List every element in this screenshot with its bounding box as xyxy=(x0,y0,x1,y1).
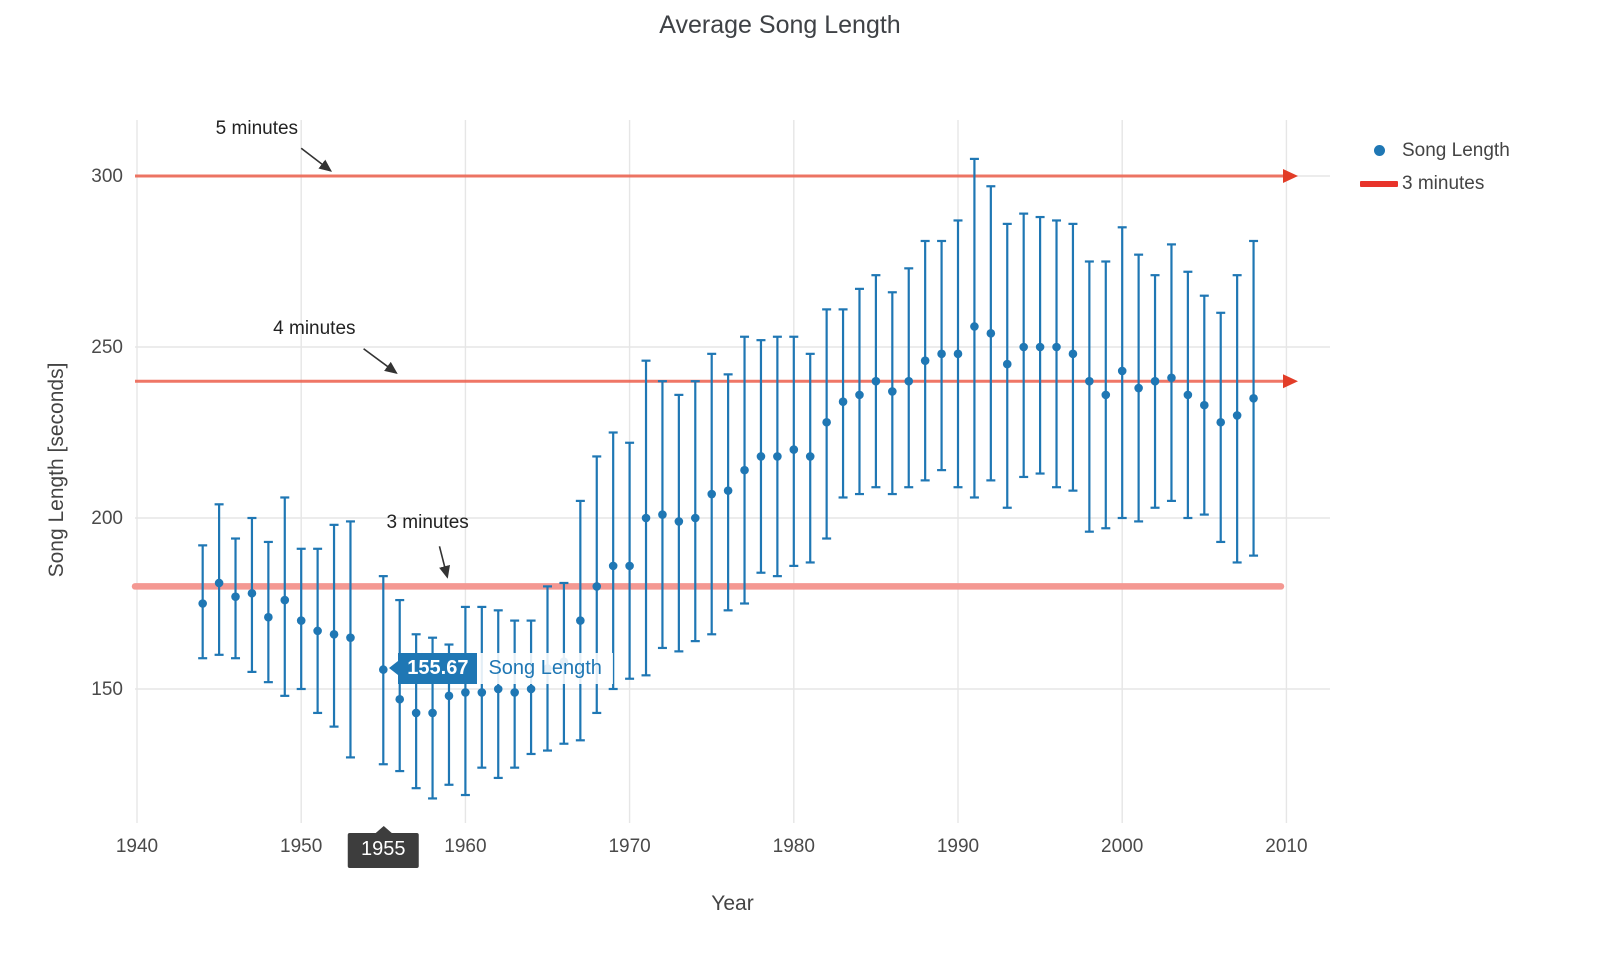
svg-text:5 minutes: 5 minutes xyxy=(216,118,298,139)
legend-icon-box xyxy=(1356,145,1402,156)
x-axis-title: Year xyxy=(711,892,754,915)
svg-text:1990: 1990 xyxy=(937,836,979,857)
svg-text:150: 150 xyxy=(91,679,123,700)
svg-text:1940: 1940 xyxy=(116,836,158,857)
hover-series-label: Song Length xyxy=(477,652,613,684)
legend-label-song-length: Song Length xyxy=(1402,139,1510,161)
svg-text:3 minutes: 3 minutes xyxy=(386,512,468,533)
svg-text:300: 300 xyxy=(91,166,123,187)
y-axis-title: Song Length [seconds] xyxy=(45,362,68,578)
song-length-dot-icon xyxy=(1373,145,1385,156)
legend-item-3-minutes[interactable]: 3 minutes xyxy=(1356,167,1510,200)
legend-label-3-minutes: 3 minutes xyxy=(1402,172,1485,194)
legend-icon-box xyxy=(1356,180,1402,187)
svg-text:2010: 2010 xyxy=(1265,836,1307,857)
chart-title: Average Song Length xyxy=(659,11,901,39)
svg-text:2000: 2000 xyxy=(1101,836,1143,857)
svg-text:250: 250 xyxy=(91,337,123,358)
tooltip-pointer-icon xyxy=(389,661,399,676)
svg-text:200: 200 xyxy=(91,508,123,529)
legend: Song Length 3 minutes xyxy=(1356,134,1510,200)
hover-value: 155.67 xyxy=(398,652,478,684)
svg-text:1950: 1950 xyxy=(280,836,322,857)
legend-item-song-length[interactable]: Song Length xyxy=(1356,134,1510,167)
hover-tooltip: 155.67 Song Length xyxy=(389,652,613,684)
svg-text:1960: 1960 xyxy=(444,836,486,857)
svg-text:4 minutes: 4 minutes xyxy=(273,318,355,339)
svg-text:1980: 1980 xyxy=(773,836,815,857)
x-axis-hover-label: 1955 xyxy=(348,833,419,868)
red-line-icon xyxy=(1360,180,1398,187)
svg-text:1970: 1970 xyxy=(608,836,650,857)
